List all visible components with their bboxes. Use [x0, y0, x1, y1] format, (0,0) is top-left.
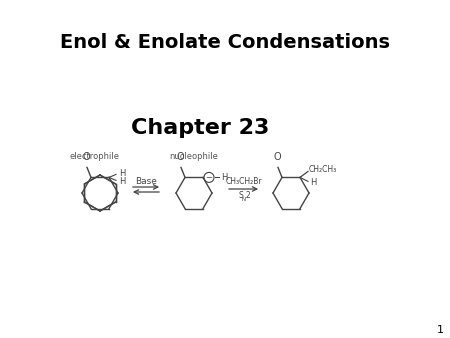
- Text: H: H: [310, 178, 316, 187]
- Text: S: S: [239, 192, 243, 200]
- Text: 2: 2: [246, 192, 250, 200]
- Text: O: O: [273, 152, 281, 163]
- Text: H: H: [119, 177, 126, 186]
- Text: O: O: [82, 152, 90, 163]
- Text: H: H: [119, 169, 126, 178]
- Text: nucleophile: nucleophile: [170, 152, 218, 161]
- Text: CH₂CH₃: CH₂CH₃: [309, 165, 337, 174]
- Text: −: −: [206, 173, 212, 182]
- Text: electrophile: electrophile: [70, 152, 120, 161]
- Text: H: H: [221, 173, 227, 182]
- Text: Enol & Enolate Condensations: Enol & Enolate Condensations: [60, 33, 390, 52]
- Text: Chapter 23: Chapter 23: [131, 118, 269, 138]
- Text: Base: Base: [135, 176, 157, 186]
- Text: N: N: [242, 197, 246, 202]
- Text: CH₃CH₂Br: CH₃CH₂Br: [225, 176, 262, 186]
- Text: O: O: [176, 152, 184, 163]
- Text: 1: 1: [436, 325, 444, 335]
